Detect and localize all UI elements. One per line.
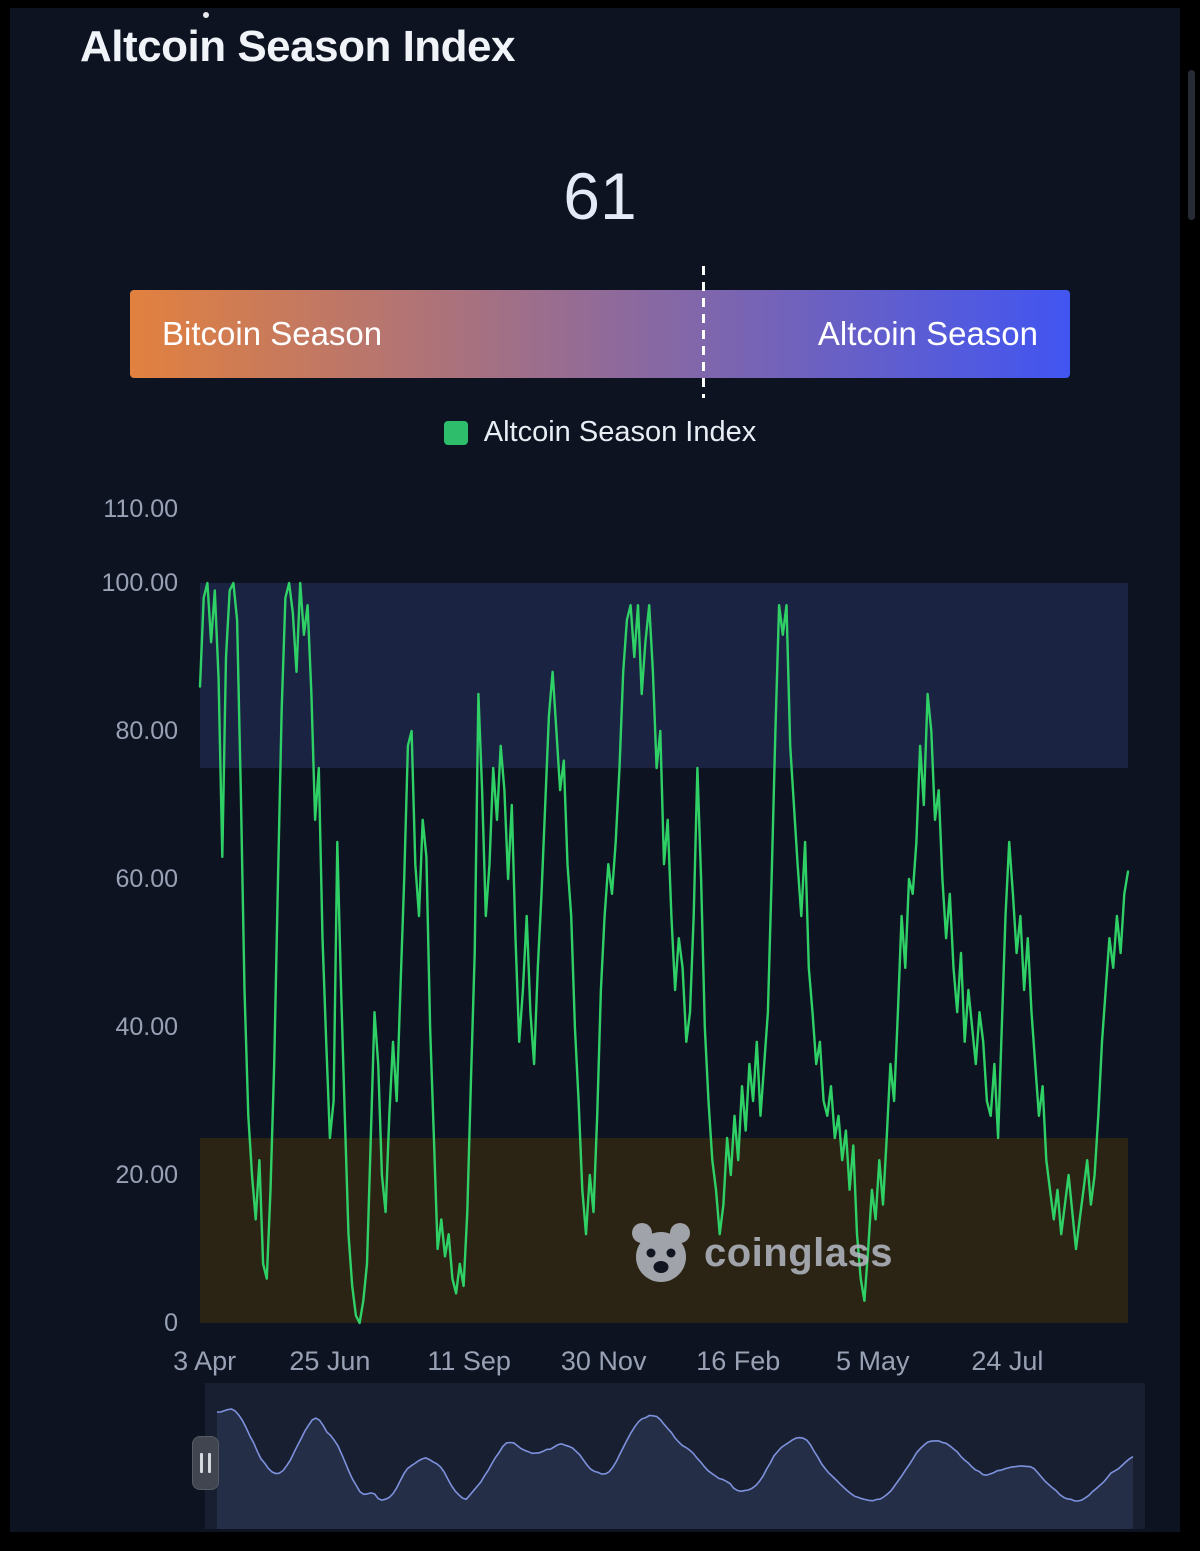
- series-line: [198, 581, 1130, 1325]
- y-tick-label: 110.00: [103, 495, 178, 523]
- x-tick-label: 3 Apr: [173, 1346, 237, 1376]
- bitcoin-season-label: Bitcoin Season: [162, 315, 383, 352]
- x-tick-label: 30 Nov: [560, 1346, 647, 1376]
- navigator-handle[interactable]: [192, 1436, 219, 1490]
- x-tick-label: 5 May: [836, 1346, 910, 1376]
- y-tick-label: 20.00: [115, 1161, 178, 1189]
- y-tick-label: 80.00: [115, 717, 178, 745]
- legend-swatch: [443, 420, 468, 445]
- page-title: Altcoin Season Index: [80, 22, 515, 71]
- navigator-line: [216, 1408, 1134, 1502]
- scrollbar-thumb[interactable]: [1188, 70, 1195, 220]
- navigator-background: [205, 1383, 1145, 1529]
- gauge-marker: [701, 266, 705, 398]
- watermark: coinglass: [630, 1220, 893, 1286]
- legend-label: Altcoin Season Index: [483, 416, 757, 448]
- watermark-text: coinglass: [704, 1230, 894, 1275]
- pause-icon: [200, 1453, 203, 1473]
- y-tick-label: 60.00: [115, 865, 178, 893]
- main-chart[interactable]: [195, 470, 1133, 1350]
- plot-band: [200, 583, 1128, 768]
- navigator-area: [217, 1409, 1133, 1529]
- gauge-value: 61: [563, 159, 637, 233]
- x-tick-label: 11 Sep: [427, 1346, 511, 1376]
- y-tick-label: 40.00: [115, 1013, 178, 1041]
- legend[interactable]: Altcoin Season Index: [0, 416, 1200, 449]
- x-tick-label: 16 Feb: [696, 1346, 781, 1376]
- navigator-chart[interactable]: [205, 1383, 1145, 1529]
- x-tick-label: 24 Jul: [971, 1346, 1044, 1376]
- plot-band: [200, 1138, 1128, 1323]
- coinglass-logo-icon: [632, 1223, 690, 1282]
- altcoin-season-label: Altcoin Season: [817, 315, 1038, 352]
- season-gauge: Bitcoin Season Altcoin Season: [130, 266, 1070, 398]
- y-tick-label: 100.00: [101, 569, 178, 597]
- y-tick-label: 0: [164, 1309, 178, 1337]
- x-tick-label: 25 Jun: [289, 1346, 371, 1376]
- gauge-gradient-bar: Bitcoin Season Altcoin Season: [130, 290, 1070, 378]
- notification-dot: [203, 12, 209, 18]
